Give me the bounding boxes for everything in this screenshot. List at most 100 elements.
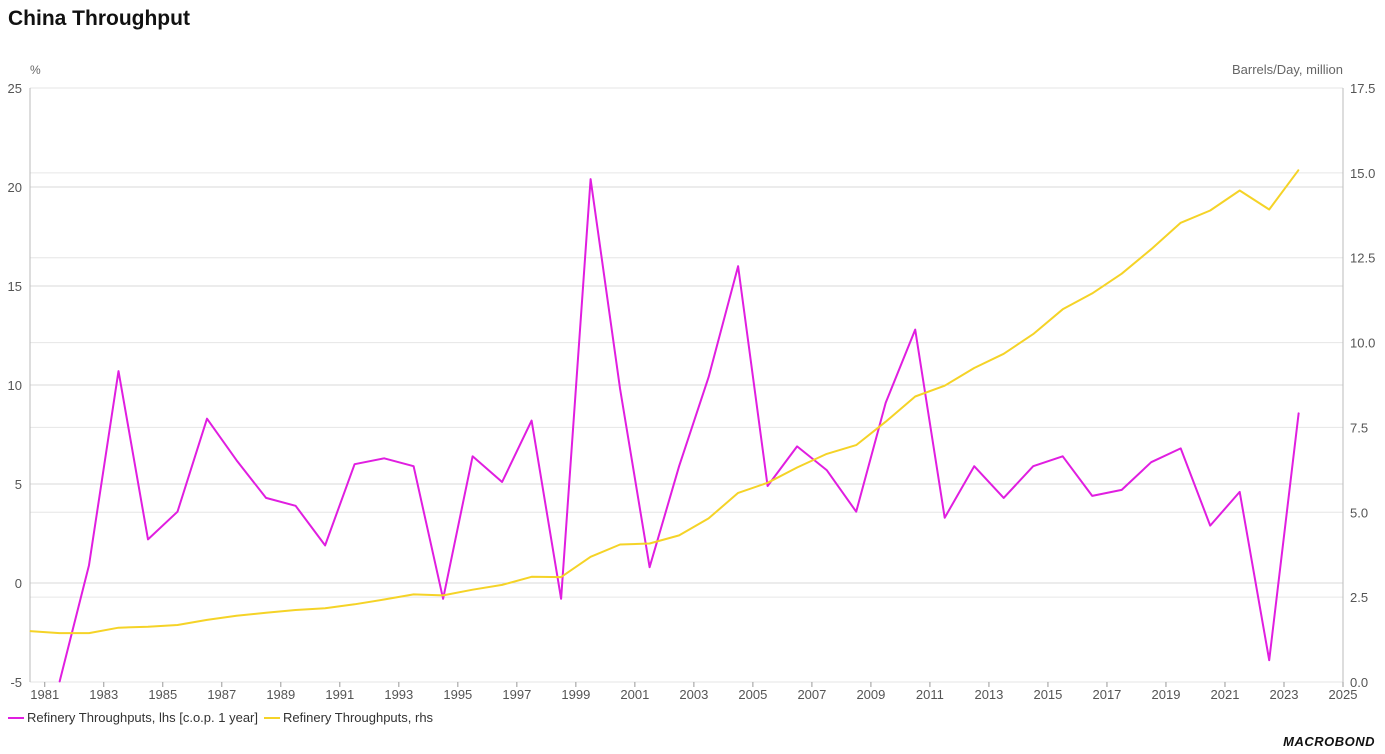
right-tick-label: 7.5 xyxy=(1350,420,1368,435)
data-point-rhs xyxy=(914,396,916,397)
data-point-rhs xyxy=(383,599,385,600)
data-point-lhs xyxy=(1003,497,1005,499)
data-point-rhs xyxy=(649,543,651,544)
left-tick-label: 25 xyxy=(8,81,22,96)
x-tick-label: 1983 xyxy=(89,687,118,700)
series-points-rhs xyxy=(29,169,1300,634)
data-point-rhs xyxy=(619,544,621,545)
data-point-lhs xyxy=(265,497,267,499)
data-point-lhs xyxy=(354,463,356,465)
right-tick-label: 12.5 xyxy=(1350,251,1375,266)
data-point-rhs xyxy=(324,607,326,609)
right-tick-label: 2.5 xyxy=(1350,590,1368,605)
data-point-rhs xyxy=(678,534,680,536)
data-point-lhs xyxy=(531,420,533,422)
left-tick-label: 5 xyxy=(15,477,22,492)
data-point-rhs xyxy=(1180,222,1182,224)
data-point-lhs xyxy=(1032,465,1034,467)
data-point-rhs xyxy=(855,444,857,446)
legend-item-lhs: Refinery Throughputs, lhs [c.o.p. 1 year… xyxy=(8,710,258,725)
x-tick-label: 2003 xyxy=(679,687,708,700)
data-point-lhs xyxy=(1298,412,1300,414)
data-point-lhs xyxy=(324,544,326,546)
data-point-rhs xyxy=(1150,248,1152,250)
data-point-rhs xyxy=(354,603,356,605)
data-point-rhs xyxy=(265,612,267,614)
left-tick-label: 0 xyxy=(15,576,22,591)
data-point-rhs xyxy=(1121,273,1123,275)
data-point-rhs xyxy=(1209,210,1211,211)
data-point-rhs xyxy=(796,467,798,468)
x-tick-label: 2009 xyxy=(856,687,885,700)
data-point-lhs xyxy=(442,598,444,600)
data-point-rhs xyxy=(295,609,297,611)
data-point-rhs xyxy=(1032,333,1034,335)
data-point-lhs xyxy=(590,178,592,180)
data-point-rhs xyxy=(442,594,444,596)
data-point-lhs xyxy=(1091,495,1093,497)
x-tick-label: 2001 xyxy=(620,687,649,700)
data-point-lhs xyxy=(147,538,149,540)
data-point-rhs xyxy=(1003,353,1005,355)
data-point-rhs xyxy=(147,626,149,628)
data-point-lhs xyxy=(1239,491,1241,493)
x-tick-label: 2013 xyxy=(974,687,1003,700)
data-point-lhs xyxy=(708,376,710,378)
data-point-rhs xyxy=(885,421,887,423)
data-point-lhs xyxy=(855,511,857,513)
x-tick-label: 2005 xyxy=(738,687,767,700)
data-point-lhs xyxy=(1209,525,1211,527)
data-point-lhs xyxy=(472,455,474,457)
data-point-rhs xyxy=(1239,190,1241,191)
data-point-lhs xyxy=(737,265,739,267)
data-point-lhs xyxy=(118,370,119,372)
data-point-lhs xyxy=(1150,461,1152,463)
left-tick-label: 15 xyxy=(8,279,22,294)
axes: -505101520250.02.55.07.510.012.515.017.5… xyxy=(8,81,1376,700)
data-point-lhs xyxy=(177,511,178,513)
data-point-lhs xyxy=(944,517,946,519)
x-tick-label: 1995 xyxy=(443,687,472,700)
data-point-rhs xyxy=(560,576,562,578)
data-point-rhs xyxy=(29,630,31,632)
left-axis-unit-label: % xyxy=(30,63,41,77)
chart-canvas: -505101520250.02.55.07.510.012.515.017.5… xyxy=(8,62,1376,700)
data-point-lhs xyxy=(236,459,237,461)
data-point-lhs xyxy=(88,564,90,566)
right-tick-label: 15.0 xyxy=(1350,166,1375,181)
legend-label-lhs: Refinery Throughputs, lhs [c.o.p. 1 year… xyxy=(27,710,258,725)
legend-item-rhs: Refinery Throughputs, rhs xyxy=(264,710,433,725)
grid-lines xyxy=(30,87,1343,683)
x-tick-label: 2025 xyxy=(1329,687,1358,700)
x-tick-label: 2007 xyxy=(797,687,826,700)
data-point-lhs xyxy=(826,469,828,471)
data-point-lhs xyxy=(914,329,916,331)
x-tick-label: 2017 xyxy=(1092,687,1121,700)
data-point-rhs xyxy=(88,632,90,634)
data-point-lhs xyxy=(206,418,208,420)
left-tick-label: -5 xyxy=(10,675,22,690)
data-point-rhs xyxy=(944,385,946,387)
data-point-rhs xyxy=(206,619,208,621)
series-line-lhs xyxy=(58,178,1300,683)
legend-label-rhs: Refinery Throughputs, rhs xyxy=(283,710,434,725)
x-tick-label: 2021 xyxy=(1211,687,1240,700)
data-point-lhs xyxy=(560,598,562,600)
right-tick-label: 10.0 xyxy=(1350,336,1375,351)
series-line-rhs xyxy=(29,169,1300,635)
right-tick-label: 17.5 xyxy=(1350,81,1375,96)
data-point-rhs xyxy=(708,517,710,519)
right-axis-unit-label: Barrels/Day, million xyxy=(1232,62,1343,77)
data-point-lhs xyxy=(413,465,415,467)
data-point-lhs xyxy=(501,481,503,483)
data-point-rhs xyxy=(177,624,178,626)
data-point-lhs xyxy=(796,445,798,447)
data-point-rhs xyxy=(973,367,975,369)
brand-logo: MACROBOND xyxy=(1283,734,1375,749)
data-point-lhs xyxy=(619,388,621,390)
data-point-rhs xyxy=(590,556,592,558)
data-point-lhs xyxy=(1062,455,1064,457)
data-point-lhs xyxy=(649,566,651,568)
data-point-rhs xyxy=(531,576,533,578)
x-tick-label: 1987 xyxy=(207,687,236,700)
